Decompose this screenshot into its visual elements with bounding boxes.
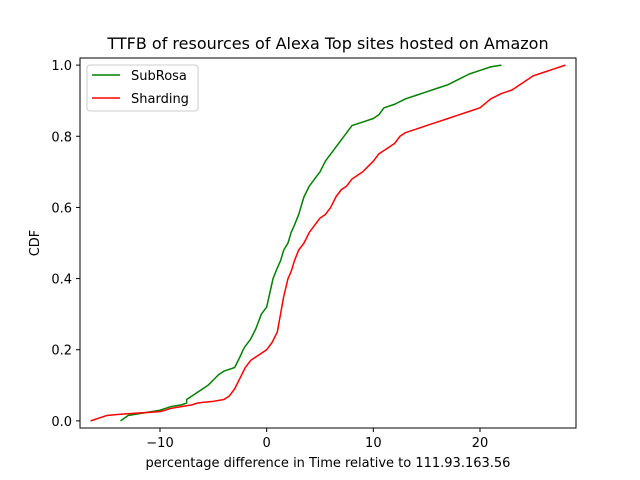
series-line-subrosa: [120, 64, 502, 422]
plot-background: [80, 58, 576, 428]
x-tick-label: 0: [263, 436, 271, 451]
legend: SubRosa Sharding: [86, 64, 199, 112]
x-tick-label: −10: [146, 436, 173, 451]
y-axis-label: CDF: [28, 230, 43, 257]
plot-frame: [79, 57, 577, 429]
y-axis-ticks: 0.0 0.2 0.4 0.6 0.8 1.0: [51, 59, 80, 430]
x-axis-ticks: −10 0 10 20: [146, 428, 488, 451]
x-tick-label: 20: [472, 436, 489, 451]
y-tick-label: 0.0: [51, 415, 72, 430]
series-line-sharding: [90, 64, 566, 422]
x-tick-label: 10: [365, 436, 382, 451]
y-tick-label: 0.6: [51, 201, 72, 216]
legend-box: [86, 64, 199, 112]
legend-label-subrosa: SubRosa: [131, 69, 187, 84]
legend-label-sharding: Sharding: [131, 92, 189, 107]
series-layer: [90, 64, 566, 422]
chart-title: TTFB of resources of Alexa Top sites hos…: [106, 34, 548, 53]
plot-area: [79, 57, 577, 429]
x-axis-label: percentage difference in Time relative t…: [146, 456, 511, 471]
y-tick-label: 1.0: [51, 59, 72, 74]
y-tick-label: 0.2: [51, 344, 72, 359]
y-tick-label: 0.4: [51, 273, 72, 288]
y-tick-label: 0.8: [51, 130, 72, 145]
